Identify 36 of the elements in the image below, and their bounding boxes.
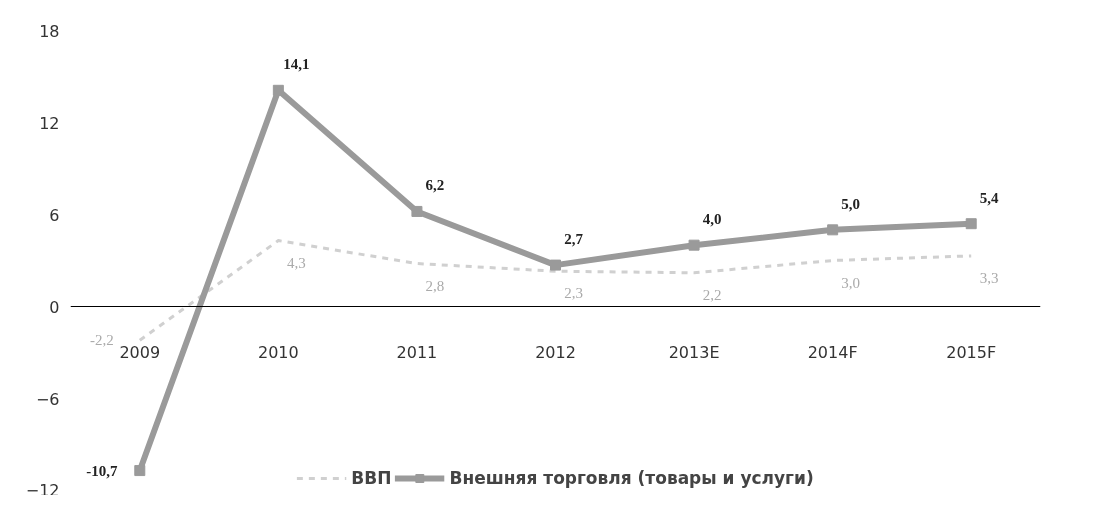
y-tick-label: 12 (39, 113, 60, 133)
point (550, 259, 561, 271)
point (827, 224, 839, 236)
data-label: 2,2 (702, 286, 722, 303)
point (411, 205, 423, 217)
legend-label: ВВП (351, 468, 392, 488)
x-tick-label: 2013E (668, 342, 720, 362)
legend-label: Внешняя торговля (товары и услуги) (449, 468, 814, 488)
point (965, 218, 977, 230)
data-label: 3,3 (979, 269, 999, 286)
x-tick-label: 2011 (396, 342, 438, 362)
y-tick-label: 6 (49, 205, 60, 225)
x-tick-label: 2010 (258, 342, 299, 362)
data-label: 2,8 (425, 277, 445, 294)
data-label: 5,4 (979, 189, 1000, 206)
data-label: 4,3 (286, 254, 306, 271)
data-label: 14,1 (283, 56, 310, 73)
x-tick-label: 2014F (807, 342, 858, 362)
x-tick-label: 2012 (535, 342, 576, 362)
y-tick-label: 0 (49, 297, 60, 317)
data-label: 3,0 (841, 274, 861, 291)
point (272, 84, 284, 96)
x-tick-label: 2015F (946, 342, 997, 362)
data-label: 5,0 (841, 195, 861, 212)
data-label: 2,3 (564, 285, 583, 302)
data-label: -2,2 (89, 332, 114, 349)
point (688, 239, 700, 251)
y-tick-label: 18 (39, 21, 60, 41)
data-label: 4,0 (702, 211, 722, 228)
y-tick-label: −6 (35, 389, 60, 409)
data-label: 2,7 (564, 231, 584, 248)
data-label: 6,2 (425, 177, 445, 194)
y-tick-label: −12 (25, 480, 60, 500)
x-tick-label: 2009 (119, 342, 161, 362)
data-label: -10,7 (86, 462, 118, 479)
point (134, 465, 146, 477)
